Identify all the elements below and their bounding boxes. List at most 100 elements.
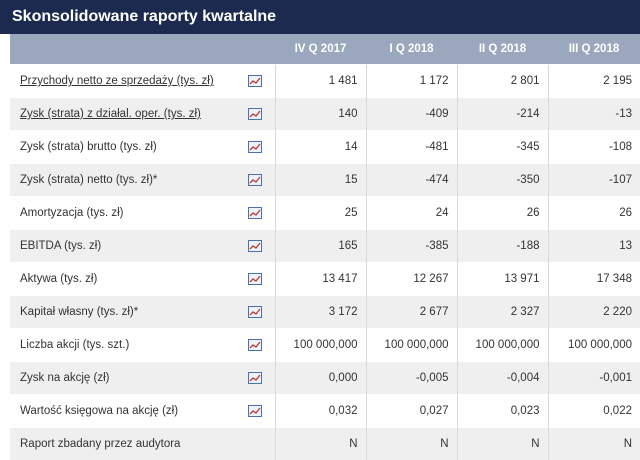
row-label: Zysk (strata) brutto (tys. zł) [20,141,157,153]
value-cell: 0,000 [275,362,366,395]
value-cell: 100 000,000 [457,329,548,362]
value-cell: -474 [366,164,457,197]
row-label: Kapitał własny (tys. zł)* [20,306,138,318]
chart-icon[interactable] [248,339,262,351]
value-cell: 2 220 [548,296,640,329]
row-label: Raport zbadany przez audytora [20,438,180,450]
value-cell: 14 [275,131,366,164]
table-header-row: IV Q 2017 I Q 2018 II Q 2018 III Q 2018 [10,34,640,65]
table-row: Zysk (strata) brutto (tys. zł) 14-481-345… [10,131,640,164]
chart-icon-cell [235,131,275,164]
chart-icon[interactable] [248,108,262,120]
value-cell: 13 971 [457,263,548,296]
value-cell: -385 [366,230,457,263]
chart-icon[interactable] [248,240,262,252]
value-cell: 2 195 [548,65,640,98]
header-quarter: III Q 2018 [548,34,640,65]
row-label: Zysk na akcję (zł) [20,372,109,384]
value-cell: 2 327 [457,296,548,329]
row-label-link[interactable]: Przychody netto ze sprzedaży (tys. zł) [20,75,214,87]
chart-icon-cell [235,296,275,329]
chart-icon-cell [235,197,275,230]
quarterly-reports-table: IV Q 2017 I Q 2018 II Q 2018 III Q 2018 … [10,34,640,460]
chart-icon[interactable] [248,141,262,153]
value-cell: 24 [366,197,457,230]
value-cell: 25 [275,197,366,230]
table-row: Przychody netto ze sprzedaży (tys. zł)1 … [10,65,640,98]
value-cell: 100 000,000 [275,329,366,362]
header-icon-column [235,34,275,65]
row-label-cell: Raport zbadany przez audytora [10,428,235,460]
value-cell: -345 [457,131,548,164]
chart-icon[interactable] [248,75,262,87]
row-label: Aktywa (tys. zł) [20,273,97,285]
chart-icon[interactable] [248,273,262,285]
chart-icon-cell [235,164,275,197]
row-label-cell: Liczba akcji (tys. szt.) [10,329,235,362]
row-label: Liczba akcji (tys. szt.) [20,339,129,351]
value-cell: 15 [275,164,366,197]
row-label-cell: Zysk (strata) netto (tys. zł)* [10,164,235,197]
value-cell: -0,004 [457,362,548,395]
chart-icon[interactable] [248,372,262,384]
value-cell: 13 [548,230,640,263]
value-cell: 26 [548,197,640,230]
row-label-cell: EBITDA (tys. zł) [10,230,235,263]
value-cell: N [275,428,366,460]
chart-icon[interactable] [248,174,262,186]
chart-icon[interactable] [248,306,262,318]
value-cell: -214 [457,98,548,131]
value-cell: -0,001 [548,362,640,395]
header-quarter: II Q 2018 [457,34,548,65]
value-cell: 0,027 [366,395,457,428]
chart-icon-cell [235,230,275,263]
value-cell: -350 [457,164,548,197]
chart-icon-cell [235,362,275,395]
value-cell: 165 [275,230,366,263]
value-cell: N [457,428,548,460]
value-cell: N [548,428,640,460]
chart-icon-cell [235,263,275,296]
value-cell: 2 677 [366,296,457,329]
chart-icon-cell [235,395,275,428]
panel-title: Skonsolidowane raporty kwartalne [0,0,640,34]
chart-icon[interactable] [248,405,262,417]
value-cell: 0,023 [457,395,548,428]
value-cell: 100 000,000 [548,329,640,362]
chart-icon-cell [235,329,275,362]
value-cell: -188 [457,230,548,263]
row-label-cell: Przychody netto ze sprzedaży (tys. zł) [10,65,235,98]
table-row: Zysk (strata) z działal. oper. (tys. zł)… [10,98,640,131]
value-cell: -108 [548,131,640,164]
chart-icon[interactable] [248,207,262,219]
row-label: EBITDA (tys. zł) [20,240,101,252]
value-cell: 0,022 [548,395,640,428]
value-cell: -0,005 [366,362,457,395]
value-cell: 0,032 [275,395,366,428]
chart-icon-cell [235,98,275,131]
row-label: Zysk (strata) netto (tys. zł)* [20,174,157,186]
header-quarter: I Q 2018 [366,34,457,65]
value-cell: 12 267 [366,263,457,296]
chart-icon-cell [235,65,275,98]
row-label-cell: Kapitał własny (tys. zł)* [10,296,235,329]
value-cell: -409 [366,98,457,131]
row-label-cell: Zysk na akcję (zł) [10,362,235,395]
row-label-cell: Amortyzacja (tys. zł) [10,197,235,230]
table-row: Zysk (strata) netto (tys. zł)* 15-474-350… [10,164,640,197]
chart-icon-cell [235,428,275,460]
header-label-column [10,34,235,65]
value-cell: 140 [275,98,366,131]
row-label-link[interactable]: Zysk (strata) z działal. oper. (tys. zł) [20,108,201,120]
header-quarter: IV Q 2017 [275,34,366,65]
row-label: Amortyzacja (tys. zł) [20,207,124,219]
row-label-cell: Aktywa (tys. zł) [10,263,235,296]
value-cell: -481 [366,131,457,164]
value-cell: 26 [457,197,548,230]
